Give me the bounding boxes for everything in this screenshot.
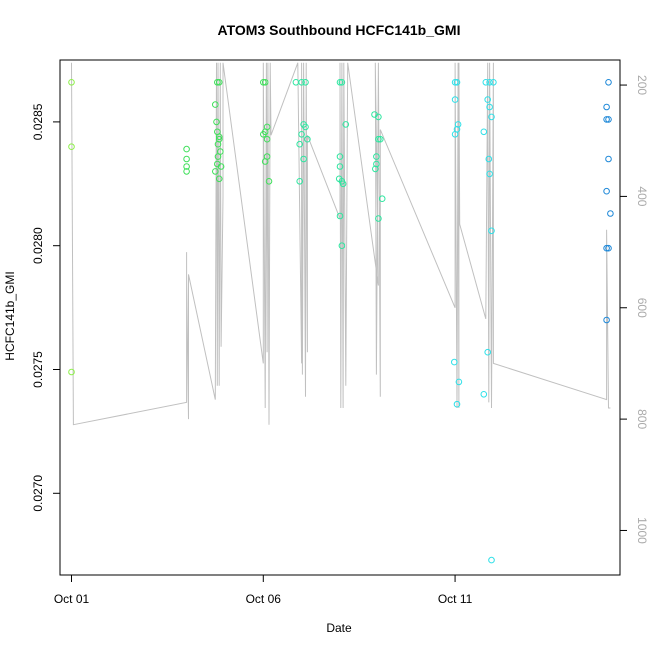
data-point-10 [213, 118, 220, 126]
data-point-31 [298, 79, 305, 86]
data-point-67 [453, 400, 461, 408]
chart-title: ATOM3 Southbound HCFC141b_GMI [218, 22, 461, 38]
data-point-38 [300, 155, 307, 163]
data-point-48 [336, 212, 344, 220]
data-point-8 [215, 79, 223, 86]
data-point-86 [603, 187, 610, 195]
data-point-47 [339, 180, 347, 188]
x-tick-label-2: Oct 11 [438, 592, 473, 606]
data-point-60 [453, 79, 461, 86]
y2-tick-label-3: 800 [635, 409, 649, 429]
data-point-16 [217, 163, 225, 170]
y-tick-label-2: 0.0280 [31, 227, 45, 264]
data-point-90 [603, 316, 610, 324]
data-point-59 [451, 79, 459, 86]
y2-tick-label-4: 1000 [635, 517, 649, 544]
data-point-69 [486, 79, 493, 86]
data-point-56 [372, 165, 379, 173]
data-point-61 [451, 96, 459, 103]
axes-layer: Oct 01 Oct 06 Oct 11 0.0270 0.0275 0.0280 0.02… [31, 59, 649, 606]
data-point-4 [183, 155, 190, 163]
y2-tick-label-0: 200 [635, 75, 649, 95]
plot-layer [68, 62, 614, 564]
data-point-87 [607, 210, 614, 217]
data-point-3 [183, 145, 190, 153]
data-point-66 [455, 378, 463, 386]
data-point-80 [488, 556, 495, 564]
data-point-25 [260, 131, 267, 138]
data-point-42 [342, 121, 350, 128]
data-point-72 [486, 103, 493, 111]
data-point-85 [605, 155, 612, 163]
data-point-89 [605, 244, 612, 252]
data-point-53 [377, 135, 384, 143]
data-point-54 [373, 153, 380, 160]
data-point-43 [336, 153, 344, 160]
data-point-14 [214, 153, 222, 160]
data-point-58 [375, 215, 382, 222]
data-point-39 [296, 178, 304, 185]
data-point-35 [298, 131, 305, 138]
data-point-76 [486, 170, 493, 178]
data-point-75 [485, 155, 493, 163]
y-tick-label-3: 0.0285 [31, 103, 45, 140]
y-axis-label: HCFC141b_GMI [3, 271, 17, 360]
data-point-37 [296, 140, 304, 148]
data-point-55 [373, 160, 380, 168]
data-point-32 [302, 79, 309, 86]
data-point-82 [603, 103, 610, 111]
data-point-36 [304, 135, 311, 143]
data-point-71 [484, 96, 492, 103]
data-point-17 [212, 168, 219, 175]
data-point-5 [183, 163, 190, 170]
x-tick-label-1: Oct 06 [246, 592, 282, 606]
data-point-20 [214, 140, 222, 148]
data-point-84 [603, 116, 610, 123]
x-axis-label: Date [326, 621, 352, 635]
data-point-78 [484, 348, 492, 356]
data-point-34 [302, 123, 309, 131]
data-point-29 [265, 178, 273, 185]
data-point-1 [68, 143, 75, 150]
data-point-68 [482, 79, 490, 86]
data-point-64 [451, 131, 459, 138]
data-point-74 [480, 128, 488, 136]
data-point-7 [214, 79, 221, 86]
data-point-41 [338, 79, 346, 86]
data-point-70 [490, 79, 497, 86]
data-point-26 [263, 135, 271, 143]
data-point-21 [260, 79, 267, 86]
data-point-79 [480, 391, 488, 398]
data-point-73 [488, 113, 495, 121]
data-point-19 [215, 133, 223, 141]
data-point-28 [261, 158, 269, 165]
y-tick-label-1: 0.0275 [31, 351, 45, 388]
data-point-51 [375, 113, 382, 121]
y-tick-label-0: 0.0270 [31, 475, 45, 512]
data-point-49 [338, 242, 346, 249]
data-point-52 [375, 135, 382, 143]
y2-tick-label-1: 400 [635, 186, 649, 206]
data-point-22 [261, 79, 269, 86]
data-point-81 [605, 79, 612, 86]
data-point-83 [605, 116, 612, 123]
x-tick-label-0: Oct 01 [54, 592, 90, 606]
y2-tick-label-2: 600 [635, 298, 649, 318]
data-point-88 [603, 244, 610, 252]
data-point-0 [68, 79, 75, 86]
altitude-line [71, 62, 611, 426]
data-point-57 [378, 195, 386, 202]
data-point-65 [451, 358, 458, 366]
data-point-2 [68, 368, 75, 376]
data-point-9 [212, 101, 219, 108]
data-point-62 [454, 121, 462, 128]
data-point-6 [183, 168, 190, 175]
data-point-18 [215, 175, 223, 183]
data-point-44 [336, 163, 344, 170]
plot-frame [59, 59, 621, 576]
data-point-77 [488, 227, 495, 235]
data-point-40 [336, 79, 344, 86]
